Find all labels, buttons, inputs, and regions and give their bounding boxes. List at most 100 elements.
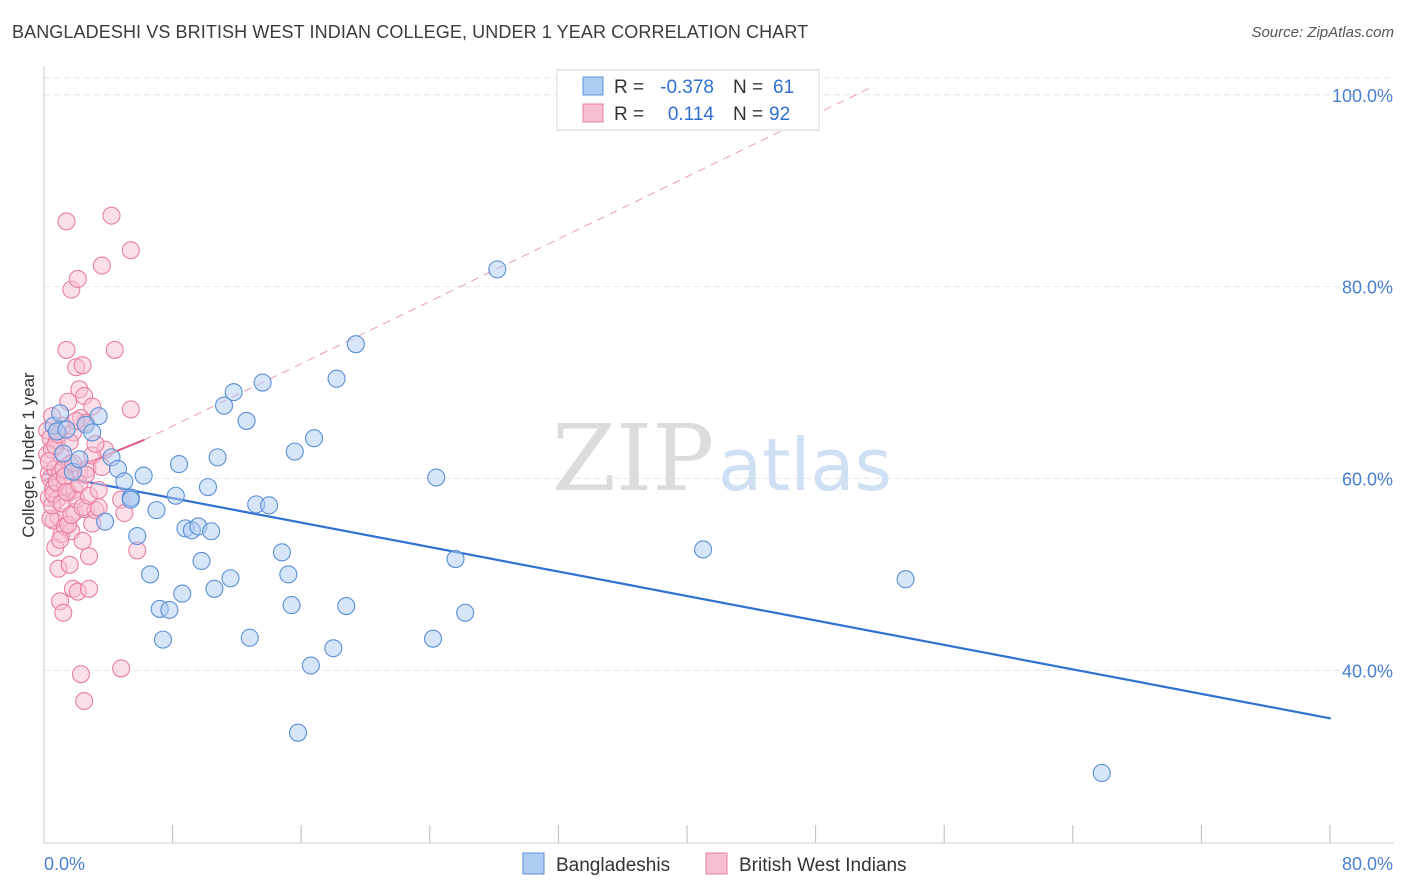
point-pink-47 [75, 691, 94, 711]
y-tick-labels: 40.0% 60.0% 80.0% 100.0% [1332, 86, 1393, 682]
trend-extension-pink [143, 86, 873, 441]
point-blue-43 [272, 543, 291, 562]
legend-r-value-pink: 0.114 [668, 104, 715, 125]
legend-r-label-blue: R = [614, 77, 644, 98]
point-blue-18 [134, 466, 153, 485]
point-blue-35 [214, 396, 234, 415]
legend-swatch-pink [582, 103, 604, 123]
point-blue-19 [141, 565, 160, 584]
point-blue-25 [169, 455, 189, 474]
legend-n-label-pink: N = [733, 104, 763, 125]
point-pink-21 [54, 603, 73, 622]
point-pink-74 [51, 530, 70, 549]
watermark-atlas: atlas [718, 423, 892, 507]
bottom-legend: Bangladeshis British West Indians [522, 852, 907, 876]
point-blue-10 [96, 512, 115, 531]
point-pink-65 [121, 400, 140, 419]
point-blue-17 [128, 526, 147, 546]
point-blue-22 [153, 630, 173, 649]
point-blue-37 [224, 383, 243, 402]
legend-swatch-blue [582, 76, 604, 96]
point-blue-31 [198, 478, 218, 497]
point-blue-26 [173, 584, 192, 603]
point-pink-64 [121, 241, 140, 260]
legend-n-value-blue: 61 [773, 77, 794, 98]
point-pink-43 [71, 665, 91, 684]
point-blue-13 [115, 472, 134, 491]
x-tick-label-max: 80.0% [1342, 854, 1393, 874]
legend-r-value-blue: -0.378 [660, 77, 714, 98]
point-blue-44 [279, 565, 298, 584]
point-blue-34 [208, 448, 227, 467]
bottom-legend-label-bangladeshis: Bangladeshis [556, 855, 670, 876]
bottom-legend-swatch-british-west-indians [705, 852, 728, 875]
point-blue-33 [205, 579, 224, 598]
point-blue-48 [301, 656, 320, 675]
point-pink-44 [73, 356, 92, 375]
point-blue-61 [1092, 763, 1111, 783]
point-blue-39 [240, 628, 259, 647]
x-tick-labels: 0.0% 80.0% [44, 854, 1393, 874]
point-blue-20 [147, 501, 166, 520]
y-tick-label-100: 100.0% [1332, 86, 1393, 106]
y-tick-label-80: 80.0% [1342, 278, 1393, 298]
point-blue-32 [202, 522, 221, 541]
point-blue-16 [121, 490, 140, 509]
point-pink-45 [73, 531, 92, 550]
point-blue-46 [285, 442, 304, 461]
y-tick-label-40: 40.0% [1342, 661, 1393, 681]
point-blue-4 [57, 420, 76, 439]
point-blue-50 [324, 639, 343, 658]
watermark: ZIP atlas [552, 405, 892, 512]
point-blue-6 [70, 450, 89, 469]
point-blue-30 [192, 551, 211, 571]
source-credit: Source: ZipAtlas.com [1251, 24, 1394, 41]
point-pink-29 [60, 555, 79, 574]
legend-r-label-pink: R = [614, 104, 644, 125]
point-blue-8 [83, 423, 102, 442]
chart-title: BANGLADESHI VS BRITISH WEST INDIAN COLLE… [12, 22, 809, 42]
point-pink-25 [57, 340, 76, 359]
point-blue-42 [259, 496, 279, 515]
point-blue-60 [896, 570, 915, 589]
trend-line-blue [42, 472, 1332, 720]
point-blue-52 [337, 597, 356, 616]
y-axis-label: College, Under 1 year [19, 372, 38, 538]
point-pink-60 [105, 340, 124, 359]
legend: R = -0.378 N = 61 R = 0.114 N = 92 [556, 69, 820, 131]
legend-n-value-pink: 92 [769, 104, 790, 125]
point-pink-59 [102, 206, 121, 225]
trend-lines [42, 86, 1332, 720]
legend-n-label-blue: N = [733, 77, 763, 98]
point-blue-56 [446, 550, 465, 569]
x-tick-label-min: 0.0% [44, 854, 85, 874]
data-points [38, 206, 1111, 783]
point-pink-51 [79, 547, 99, 566]
point-pink-24 [57, 212, 76, 231]
point-blue-41 [253, 373, 272, 392]
point-blue-9 [89, 407, 108, 426]
point-blue-36 [221, 569, 240, 588]
point-blue-24 [166, 486, 185, 505]
point-pink-90 [89, 480, 108, 500]
point-blue-54 [423, 629, 443, 648]
point-blue-3 [54, 444, 73, 463]
point-blue-23 [160, 600, 179, 619]
point-pink-67 [39, 452, 58, 471]
point-blue-57 [456, 603, 475, 622]
point-blue-2 [51, 404, 70, 423]
point-pink-62 [112, 659, 131, 678]
point-blue-49 [305, 429, 324, 448]
point-blue-51 [327, 369, 346, 388]
point-blue-38 [237, 411, 256, 430]
point-pink-52 [79, 579, 99, 598]
point-blue-45 [282, 596, 301, 615]
y-tick-label-60: 60.0% [1342, 469, 1393, 489]
point-blue-47 [288, 723, 308, 742]
point-blue-55 [427, 468, 446, 487]
watermark-zip: ZIP [552, 405, 714, 512]
bottom-legend-label-british-west-indians: British West Indians [739, 855, 907, 876]
bottom-legend-swatch-bangladeshis [522, 852, 545, 875]
point-blue-59 [694, 540, 713, 559]
